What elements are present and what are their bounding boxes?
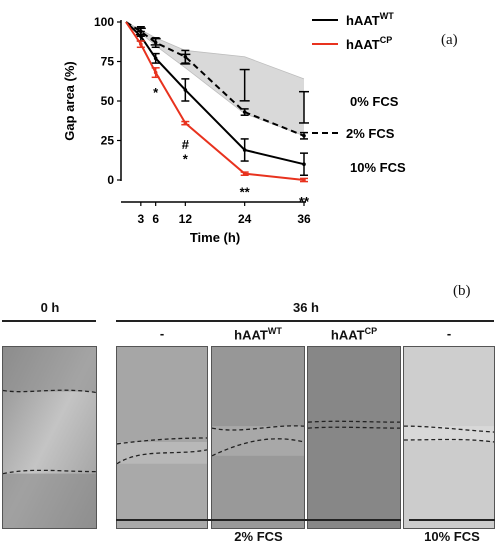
series-haatcp-10-fcs-point bbox=[139, 42, 143, 46]
annotation: # bbox=[182, 137, 190, 152]
footer-2fcs-rule bbox=[116, 519, 401, 521]
x-tick-label: 24 bbox=[238, 212, 252, 226]
series-haatwt-2-fcs-point bbox=[183, 54, 188, 59]
y-axis-label: Gap area (%) bbox=[62, 61, 77, 140]
series-haatwt-2-fcs-point bbox=[302, 133, 306, 138]
footer-10fcs-label: 10% FCS bbox=[424, 529, 480, 544]
x-tick-label: 6 bbox=[152, 212, 159, 226]
col-label-haat-cp: hAATCP bbox=[330, 326, 378, 343]
x-tick-label: 3 bbox=[137, 212, 144, 226]
x-tick-label: 12 bbox=[179, 212, 193, 226]
time-36h-label: 36 h bbox=[292, 300, 319, 315]
series-haatcp-10-fcs-point bbox=[153, 70, 158, 75]
series-haatcp-10-fcs-point bbox=[242, 171, 247, 176]
series-haatwt-10-fcs-point bbox=[302, 162, 306, 166]
series-haatwt-10-fcs-point bbox=[139, 34, 143, 39]
series-haatwt-2-fcs-point bbox=[242, 110, 247, 114]
label-0fcs: 0% FCS bbox=[350, 94, 399, 109]
y-tick-label: 0 bbox=[107, 173, 114, 187]
micrograph-haat-cp bbox=[307, 346, 401, 529]
time-0h-label: 0 h bbox=[40, 300, 60, 315]
series-haatwt-10-fcs-line bbox=[125, 21, 305, 166]
micrograph-control-10fcs bbox=[403, 346, 495, 529]
micrograph-0h bbox=[2, 346, 97, 529]
series-haatwt-10-fcs-point bbox=[183, 88, 188, 92]
legend-label: hAATWT bbox=[346, 11, 394, 28]
footer-10fcs-rule bbox=[409, 519, 495, 521]
label-2fcs: 2% FCS bbox=[346, 126, 395, 141]
micrograph-control-2fcs bbox=[116, 346, 208, 529]
annotation: * bbox=[183, 151, 189, 166]
col-label-control-10: - bbox=[446, 326, 452, 341]
y-tick-label: 50 bbox=[101, 94, 115, 108]
col-label-control: - bbox=[159, 326, 165, 341]
legend-label: hAATCP bbox=[346, 35, 392, 52]
x-tick-label: 36 bbox=[297, 212, 311, 226]
series-haatwt-2-fcs-point bbox=[153, 40, 158, 45]
time-36h-rule bbox=[116, 320, 494, 322]
series-haatwt-10-fcs-point bbox=[242, 148, 247, 152]
annotation: ** bbox=[299, 194, 310, 209]
time-0h-rule bbox=[2, 320, 96, 322]
series-haatcp-10-fcs-point bbox=[302, 178, 306, 182]
panel-a-tag: (a) bbox=[441, 32, 458, 48]
series-haatwt-10-fcs-point bbox=[153, 56, 158, 61]
annotation: ** bbox=[240, 185, 251, 200]
series-haatcp-10-fcs-point bbox=[183, 121, 188, 125]
panel-b-tag: (b) bbox=[453, 283, 471, 299]
x-axis-label: Time (h) bbox=[190, 230, 240, 245]
col-label-haat-wt: hAATWT bbox=[234, 326, 282, 343]
series-haatwt-2-fcs-line bbox=[125, 21, 305, 137]
footer-2fcs-label: 2% FCS bbox=[234, 529, 283, 544]
label-10fcs: 10% FCS bbox=[350, 160, 406, 175]
annotation: * bbox=[153, 85, 159, 100]
y-tick-label: 100 bbox=[94, 15, 114, 29]
y-tick-label: 75 bbox=[101, 55, 115, 69]
y-tick-label: 25 bbox=[101, 134, 115, 148]
micrograph-haat-wt bbox=[211, 346, 305, 529]
